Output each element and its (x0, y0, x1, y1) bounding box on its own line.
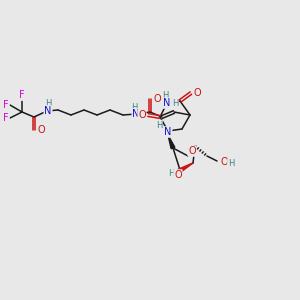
Polygon shape (178, 163, 193, 173)
Text: H: H (131, 103, 137, 112)
Text: N: N (132, 109, 140, 119)
Text: F: F (19, 90, 25, 100)
Text: N: N (163, 98, 171, 108)
Text: O: O (188, 146, 196, 156)
Text: N: N (164, 127, 172, 137)
Text: H: H (156, 121, 162, 130)
Text: O: O (153, 94, 161, 104)
Text: H: H (228, 160, 234, 169)
Polygon shape (168, 135, 175, 149)
Text: O: O (174, 170, 182, 180)
Text: H: H (168, 169, 174, 178)
Text: F: F (3, 100, 9, 110)
Text: O: O (220, 157, 228, 167)
Text: H: H (172, 100, 178, 109)
Text: O: O (193, 88, 201, 98)
Text: N: N (44, 106, 52, 116)
Text: H: H (45, 100, 51, 109)
Text: F: F (3, 113, 9, 123)
Text: O: O (138, 110, 146, 120)
Text: H: H (162, 91, 168, 100)
Text: O: O (37, 125, 45, 135)
